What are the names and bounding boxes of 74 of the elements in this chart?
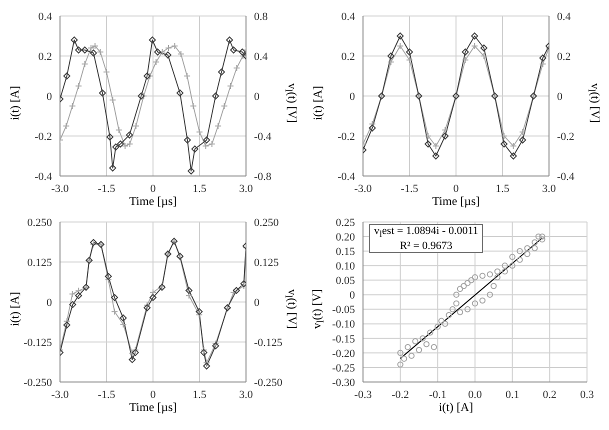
y-tick-label: 0 <box>46 296 52 309</box>
y2-tick-label: -0.250 <box>254 376 283 389</box>
y2-tick-label: 0.125 <box>254 256 280 269</box>
y-tick-label: -0.250 <box>24 376 52 389</box>
y2-tick-label: 0.4 <box>254 50 268 63</box>
y2-tick-label: 0 <box>557 90 563 103</box>
y2-tick-label: 0 <box>254 90 260 103</box>
y-tick-label: 0.2 <box>38 50 52 63</box>
x-tick-label: 1.5 <box>192 182 207 195</box>
y-tick-label: -0.30 <box>332 376 356 389</box>
x-axis-title: i(t) [A] <box>438 400 474 415</box>
y-tick-label: 0.25 <box>336 216 356 229</box>
y-tick-label: 0.15 <box>336 246 356 258</box>
x-tick-label: 0.0 <box>468 388 482 401</box>
y2-tick-label: -0.4 <box>557 170 575 183</box>
x-tick-label: -3.0 <box>51 182 70 195</box>
x-tick-label: 0 <box>150 388 156 401</box>
y-tick-label: 0.05 <box>336 275 356 288</box>
x-tick-label: 0 <box>453 182 460 195</box>
x-tick-label: -0.3 <box>354 388 372 401</box>
x-tick-label: 0.2 <box>542 388 557 401</box>
x-axis-title: Time [µs] <box>128 194 178 209</box>
y2-tick-label: 0.2 <box>557 50 571 63</box>
text-box: v$_{l}$est = 1.0894i - 0.0011 R² = 0.9673 <box>369 224 484 254</box>
y-axis-title: i(t) [A] <box>310 86 326 120</box>
x-tick-label: -0.1 <box>428 388 446 401</box>
x-tick-label: 1.5 <box>496 182 510 195</box>
y-tick-label: -0.20 <box>332 348 356 360</box>
y-tick-label: -0.125 <box>24 336 52 349</box>
annotation: R² = 0.9673 <box>398 240 454 252</box>
y-tick-label: 0.2 <box>341 50 355 63</box>
y-tick-label: 0.125 <box>27 256 52 269</box>
x-tick-label: 1.5 <box>192 388 207 401</box>
y-tick-label: 0.4 <box>38 10 52 23</box>
y2-tick-label: -0.8 <box>254 170 272 183</box>
x-tick-label: -0.2 <box>392 388 410 401</box>
y-tick-label: -0.2 <box>338 130 355 143</box>
x-tick-label: -1.5 <box>400 182 419 195</box>
y2-tick-label: 0.8 <box>254 10 268 23</box>
x-tick-label: 3.0 <box>239 182 254 195</box>
x-tick-label: -3.0 <box>354 182 372 195</box>
y-tick-label: -0.4 <box>34 170 52 183</box>
x-axis-title: Time [µs] <box>431 194 481 209</box>
y-tick-label: 0.20 <box>336 231 356 244</box>
x-tick-label: -3.0 <box>51 388 70 401</box>
y-tick-label: 0 <box>350 90 356 103</box>
y-tick-label: -0.15 <box>332 333 356 346</box>
annotation: v$_{l}$est = 1.0894i - 0.0011 <box>374 225 478 240</box>
y-axis-title: i(t) [A] <box>8 86 22 120</box>
y-tick-label: 0.250 <box>27 216 52 229</box>
y2-tick-label: -0.125 <box>254 336 283 349</box>
y2-tick-label: 0.4 <box>557 10 572 23</box>
x-tick-label: 0 <box>150 182 156 195</box>
y-tick-label: -0.2 <box>34 130 52 143</box>
x-tick-label: 3.0 <box>239 388 254 401</box>
x-axis-title: Time [µs] <box>128 400 178 415</box>
y-tick-label: 0 <box>350 290 356 302</box>
x-tick-label: -1.5 <box>98 182 116 195</box>
y-tick-label: -0.4 <box>338 170 356 183</box>
y-tick-label: -0.10 <box>332 318 356 331</box>
y-tick-label: 0.4 <box>341 10 356 23</box>
x-tick-label: 3.0 <box>542 182 556 195</box>
y2-tick-label: 0 <box>254 296 260 309</box>
x-tick-label: 0.1 <box>505 388 520 401</box>
y2-tick-label: -0.2 <box>557 130 574 143</box>
x-tick-label: 0.3 <box>580 388 594 401</box>
y-axis-title: i(t) [A] <box>8 292 22 326</box>
y-tick-label: 0 <box>46 90 52 103</box>
y2-tick-label: -0.4 <box>254 130 272 143</box>
y-tick-label: -0.25 <box>332 362 356 374</box>
x-tick-label: -1.5 <box>98 388 116 401</box>
y-tick-label: -0.05 <box>332 304 356 316</box>
y2-tick-label: 0.250 <box>254 216 280 229</box>
y-tick-label: 0.10 <box>336 260 356 273</box>
